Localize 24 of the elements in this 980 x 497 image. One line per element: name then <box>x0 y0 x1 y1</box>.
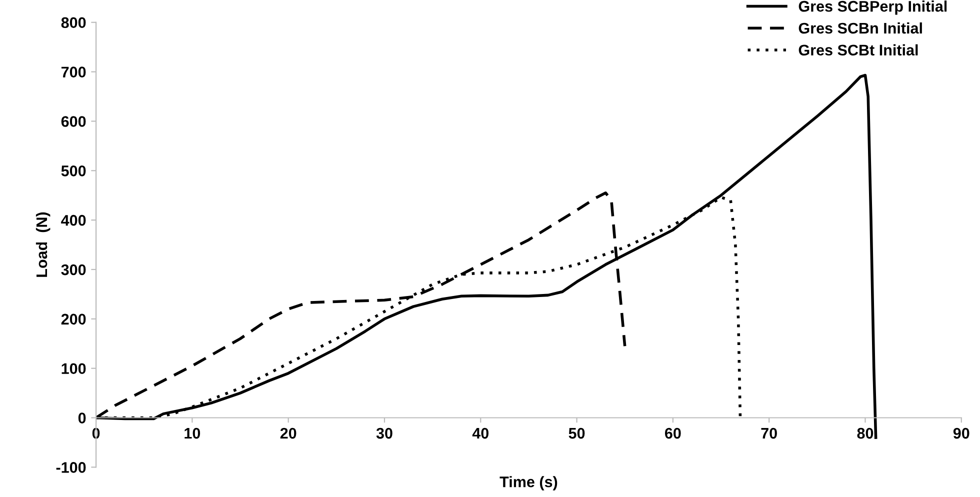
x-tick-label: 70 <box>761 428 777 439</box>
y-tick-label: 100 <box>62 363 86 374</box>
x-tick-label: 60 <box>664 428 681 439</box>
y-tick-label: 300 <box>61 264 86 276</box>
y-tick-label: 400 <box>61 214 86 226</box>
legend-label: Gres SCBt Initial <box>798 44 918 56</box>
x-axis-title: Time (s) <box>500 476 558 490</box>
y-tick-label: 700 <box>61 66 86 78</box>
x-tick-label: 40 <box>472 428 489 439</box>
x-tick-label: 10 <box>184 428 200 439</box>
legend-label: Gres SCBPerp Initial <box>798 0 947 15</box>
y-tick-label: 500 <box>61 166 86 176</box>
x-tick-label: 80 <box>857 428 874 439</box>
x-tick-label: 30 <box>376 428 392 439</box>
y-tick-label: 800 <box>61 17 86 28</box>
y-tick-label: 600 <box>61 116 86 127</box>
x-tick-label: 50 <box>568 428 585 439</box>
legend-label: Gres SCBn Initial <box>798 22 922 34</box>
y-tick-label: 200 <box>61 314 86 325</box>
y-tick-label: 0 <box>78 412 86 424</box>
y-axis-title: Load (N) <box>36 212 50 277</box>
y-tick-label: -100 <box>56 462 86 473</box>
x-tick-label: 90 <box>953 428 970 439</box>
x-tick-label: 20 <box>280 428 296 439</box>
